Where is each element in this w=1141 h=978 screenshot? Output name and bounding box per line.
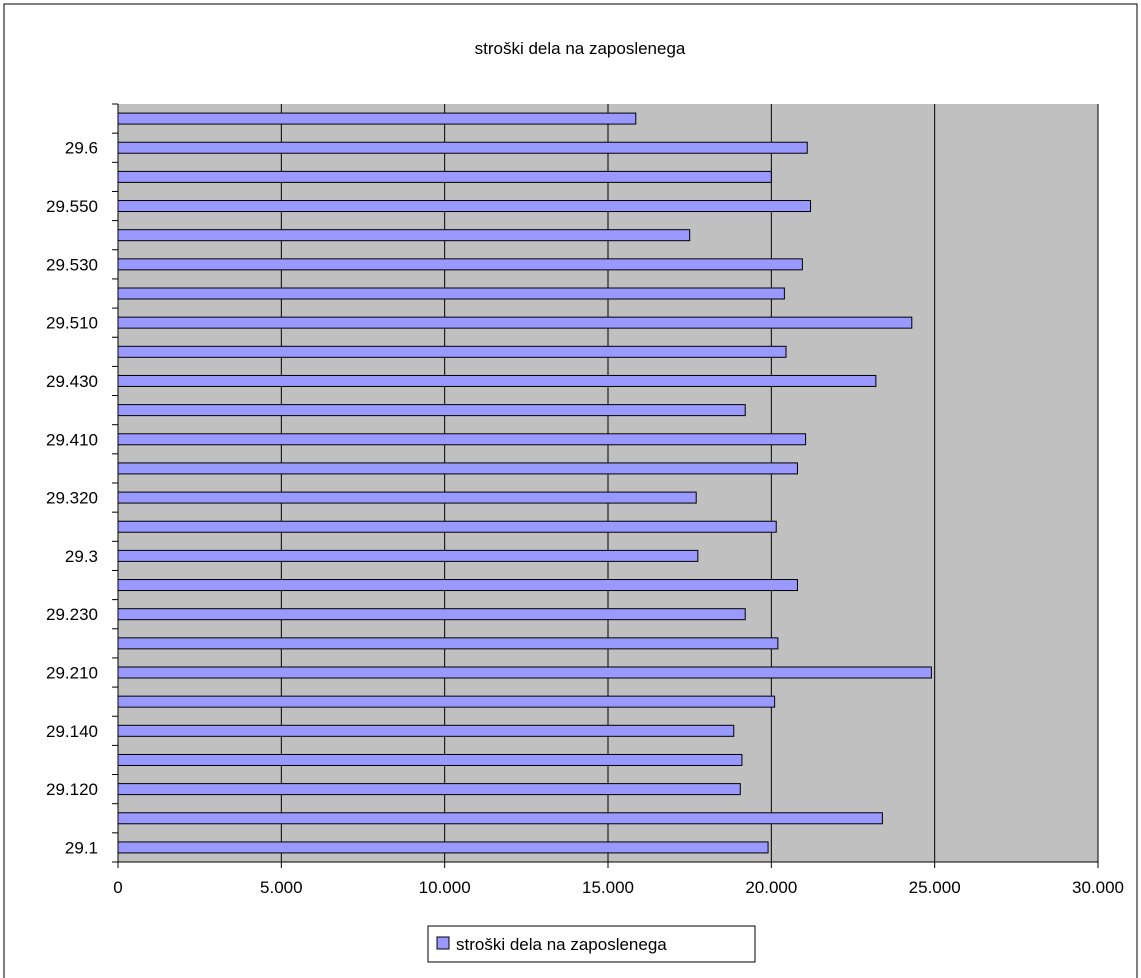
bar — [117, 170, 772, 183]
x-tick-label: 20.000 — [745, 878, 797, 897]
bar — [117, 141, 808, 154]
y-tick-label: 29.120 — [46, 780, 98, 799]
x-tick-label: 25.000 — [909, 878, 961, 897]
bar — [117, 316, 913, 329]
y-tick-label: 29.140 — [46, 722, 98, 741]
bar — [117, 462, 798, 475]
legend-swatch — [436, 936, 450, 950]
y-tick-label: 29.430 — [46, 372, 98, 391]
bar — [117, 608, 746, 621]
bar — [117, 549, 699, 562]
bar — [117, 200, 812, 213]
bar — [117, 258, 803, 271]
bar — [117, 666, 932, 679]
bar — [117, 491, 697, 504]
y-tick-label: 29.550 — [46, 197, 98, 216]
bar — [117, 112, 637, 125]
y-tick-label: 29.1 — [65, 838, 98, 857]
y-tick-label: 29.510 — [46, 314, 98, 333]
bar — [117, 724, 735, 737]
y-tick-labels: 29.1 29.120 29.140 29.210 29.230 29.3 29.320 29… — [46, 139, 98, 858]
bar — [117, 520, 777, 533]
legend: stroški dela na zaposlenega — [427, 925, 756, 963]
bar — [117, 433, 807, 446]
bar — [117, 229, 691, 242]
bar — [117, 579, 798, 592]
y-tick-label: 29.3 — [65, 547, 98, 566]
bar — [117, 812, 883, 825]
chart-title: stroški dela na zaposlenega — [475, 39, 686, 58]
bar — [117, 287, 785, 300]
x-tick-label: 10.000 — [419, 878, 471, 897]
y-tick-label: 29.6 — [65, 139, 98, 158]
bar — [117, 374, 877, 387]
x-tick-label: 5.000 — [260, 878, 303, 897]
bar — [117, 841, 769, 854]
bar — [117, 345, 787, 358]
bar — [117, 404, 746, 417]
bar — [117, 695, 776, 708]
bar — [117, 637, 779, 650]
y-tick-label: 29.320 — [46, 489, 98, 508]
bar — [117, 783, 741, 796]
x-tick-label: 15.000 — [582, 878, 634, 897]
axes — [112, 103, 1099, 868]
legend-label: stroški dela na zaposlenega — [456, 935, 667, 954]
y-tick-label: 29.230 — [46, 605, 98, 624]
bar — [117, 753, 743, 766]
y-tick-label: 29.530 — [46, 255, 98, 274]
y-tick-label: 29.410 — [46, 430, 98, 449]
x-tick-labels: 0 5.000 10.000 15.000 20.000 25.000 30.000 — [113, 878, 1124, 897]
x-tick-label: 0 — [113, 878, 122, 897]
y-tick-label: 29.210 — [46, 664, 98, 683]
x-tick-label: 30.000 — [1072, 878, 1124, 897]
legend-box — [427, 925, 756, 963]
bars — [117, 112, 932, 854]
